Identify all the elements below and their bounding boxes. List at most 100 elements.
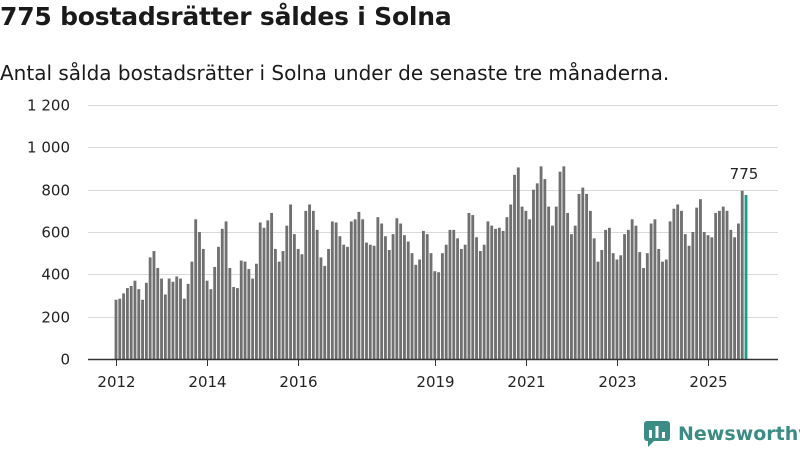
bar	[224, 221, 228, 359]
y-tick-label: 0	[60, 351, 70, 369]
bar	[349, 221, 353, 359]
bar	[255, 263, 258, 359]
bar	[239, 260, 243, 359]
bar	[607, 227, 611, 359]
bar	[718, 210, 721, 359]
bar	[376, 217, 380, 359]
bar	[308, 204, 311, 359]
bar	[232, 287, 236, 359]
bar	[372, 245, 376, 359]
bar	[425, 234, 429, 359]
bar	[205, 280, 209, 359]
bar	[179, 278, 182, 359]
bar	[611, 253, 615, 359]
bar	[532, 189, 535, 359]
bar	[433, 271, 437, 359]
bar	[414, 264, 418, 359]
bar	[156, 267, 160, 359]
bar	[482, 244, 486, 359]
y-tick-label: 400	[41, 266, 70, 284]
bar	[213, 266, 217, 359]
bar	[220, 228, 224, 359]
bar	[490, 225, 494, 359]
bar	[429, 253, 433, 359]
bar	[497, 227, 501, 359]
bar	[691, 232, 695, 359]
bar	[380, 223, 384, 359]
bar	[190, 261, 194, 359]
bar	[600, 249, 604, 359]
bar	[319, 257, 323, 359]
bar	[338, 236, 342, 359]
x-tick-label: 2014	[188, 373, 226, 391]
x-tick-label: 2021	[507, 373, 545, 391]
bar	[334, 222, 338, 359]
bar	[247, 269, 251, 359]
bar	[714, 212, 718, 359]
bar	[144, 282, 148, 359]
bar	[626, 229, 630, 359]
bar	[403, 235, 406, 359]
bar	[664, 259, 668, 359]
bar	[695, 207, 699, 359]
bar	[163, 294, 167, 359]
bar	[114, 299, 118, 359]
bar	[710, 237, 714, 359]
bar	[653, 219, 657, 359]
bar	[228, 267, 232, 359]
bar	[315, 229, 319, 359]
bar	[554, 206, 558, 359]
bar	[645, 253, 649, 359]
bar	[194, 219, 198, 359]
bar	[251, 278, 255, 359]
bar	[391, 234, 395, 359]
y-tick-label: 1 000	[27, 139, 70, 157]
bar	[186, 283, 190, 359]
bar	[551, 225, 554, 359]
bar	[361, 219, 365, 359]
bar	[623, 234, 626, 359]
bar	[721, 206, 725, 359]
bar	[357, 211, 361, 359]
bar	[509, 204, 513, 359]
annotations: 775	[730, 165, 759, 183]
bar	[262, 227, 266, 359]
bar	[736, 223, 740, 359]
y-tick-label: 200	[41, 309, 70, 327]
last-value-label: 775	[730, 165, 759, 183]
bar	[118, 298, 122, 359]
bar	[592, 238, 596, 359]
bar	[258, 222, 262, 359]
bar	[175, 276, 179, 359]
x-tick-label: 2016	[279, 373, 317, 391]
bar	[642, 267, 645, 359]
bar	[270, 212, 274, 359]
bar	[129, 285, 133, 359]
bar	[699, 199, 702, 359]
bar	[683, 234, 687, 359]
bar	[125, 288, 129, 359]
bar	[615, 259, 619, 359]
bar	[706, 235, 710, 359]
bar	[182, 298, 186, 359]
bar	[520, 206, 524, 359]
bar	[418, 259, 422, 359]
bar	[266, 220, 270, 359]
bar	[444, 244, 448, 359]
x-tick-label: 2023	[598, 373, 636, 391]
bar	[281, 251, 285, 359]
bar	[661, 261, 664, 359]
bars	[114, 166, 748, 359]
bar	[535, 183, 539, 359]
bar	[353, 219, 357, 359]
bar	[437, 272, 441, 359]
bar	[285, 225, 289, 359]
bar	[346, 246, 349, 359]
bar	[387, 249, 391, 359]
bar	[399, 223, 403, 359]
bar	[638, 252, 642, 359]
x-tick-label: 2025	[689, 373, 727, 391]
bar	[217, 246, 220, 359]
bar	[668, 221, 672, 359]
bar	[604, 229, 608, 359]
